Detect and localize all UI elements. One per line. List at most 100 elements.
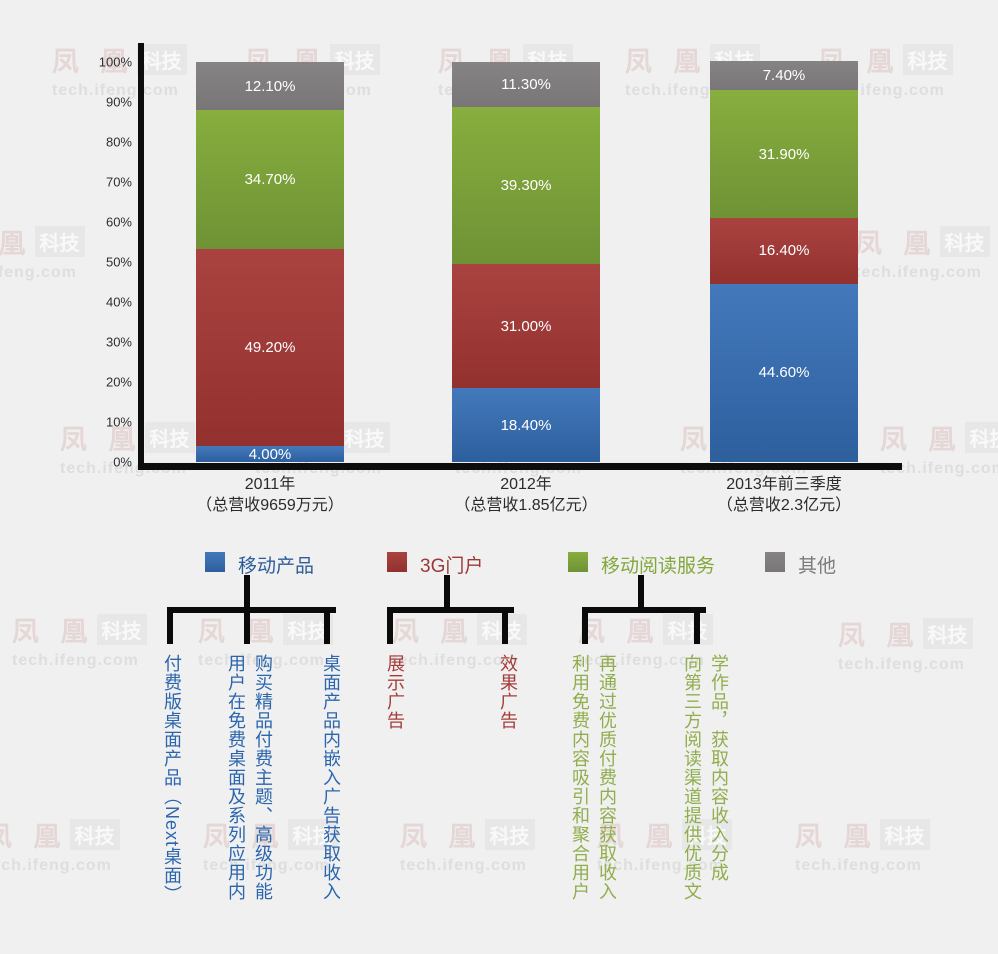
breakdown-note: 桌面产品内嵌入广告获取收入 — [321, 654, 341, 901]
watermark: 凤 凰科技 tech.ifeng.com — [0, 815, 120, 875]
bar-segment-3G门户: 16.40% — [710, 218, 858, 284]
watermark-brand-text: 凤 凰 — [0, 822, 68, 852]
y-axis-tick-label: 90% — [105, 94, 132, 110]
bar-segment-移动产品: 4.00% — [196, 445, 344, 463]
bracket-bar — [387, 607, 514, 613]
watermark: 凤 凰科技 tech.ifeng.com — [855, 222, 990, 282]
watermark-tech-badge: 科技 — [681, 819, 732, 850]
watermark-tech-badge: 科技 — [287, 819, 338, 850]
y-axis-tick-label: 30% — [105, 334, 132, 350]
segment-value-label: 11.30% — [501, 76, 551, 94]
segment-value-label: 34.70% — [244, 171, 296, 189]
x-axis-category-subtitle: （总营收2.3亿元） — [716, 497, 852, 514]
segment-value-label: 31.00% — [500, 317, 552, 335]
y-axis-tick-label: 60% — [105, 214, 132, 230]
bracket-drop — [582, 607, 588, 644]
bracket-stem — [638, 575, 644, 613]
watermark: 凤 凰科技 tech.ifeng.com — [597, 815, 732, 875]
segment-value-label: 7.40% — [762, 67, 806, 85]
legend-label-其他: 其他 — [798, 556, 837, 577]
watermark-brand-text: 凤 凰 — [795, 822, 878, 852]
watermark-brand-text: 凤 凰 — [52, 47, 135, 77]
watermark: 凤 凰科技 tech.ifeng.com — [400, 815, 535, 875]
watermark-brand-text: 凤 凰 — [60, 425, 143, 455]
bracket-drop — [694, 607, 700, 644]
watermark-tech-badge: 科技 — [484, 819, 535, 850]
watermark-tech-badge: 科技 — [879, 819, 930, 850]
bracket-drop — [167, 607, 173, 644]
breakdown-note: 展示广告 — [385, 654, 405, 730]
y-axis-tick-label: 50% — [105, 254, 132, 270]
bar-segment-移动产品: 18.40% — [452, 388, 600, 462]
bar-segment-其他: 11.30% — [452, 62, 600, 108]
watermark: 凤 凰科技 tech.ifeng.com — [838, 614, 973, 674]
bracket-drop — [244, 607, 250, 644]
watermark-brand-text: 凤 凰 — [203, 822, 286, 852]
watermark-brand-text: 凤 凰 — [838, 621, 921, 651]
breakdown-note: 付费版桌面产品（Next桌面） — [162, 654, 182, 905]
watermark-tech-badge: 科技 — [96, 614, 147, 645]
watermark-tech-badge: 科技 — [69, 819, 120, 850]
bracket-drop — [502, 607, 508, 644]
bracket-drop — [387, 607, 393, 644]
watermark: 凤 凰科技 tech.ifeng.com — [203, 815, 338, 875]
watermark-tech-badge: 科技 — [964, 422, 998, 453]
breakdown-note: 用户在免费桌面及系列应用内 购买精品付费主题、高级功能 — [226, 654, 273, 901]
watermark-brand-text: 凤 凰 — [0, 229, 33, 259]
watermark-tech-badge: 科技 — [662, 614, 713, 645]
segment-value-label: 49.20% — [244, 339, 296, 357]
bar-segment-其他: 12.10% — [196, 62, 344, 111]
bar-segment-移动产品: 44.60% — [710, 283, 858, 462]
segment-value-label: 12.10% — [244, 77, 296, 95]
watermark-tech-badge: 科技 — [34, 226, 85, 257]
legend-label-移动阅读服务: 移动阅读服务 — [601, 556, 716, 577]
legend-swatch-3G门户 — [387, 552, 407, 572]
watermark-url-text: tech.ifeng.com — [880, 460, 998, 477]
watermark-tech-badge: 科技 — [144, 422, 195, 453]
legend-swatch-移动阅读服务 — [568, 552, 588, 572]
segment-value-label: 44.60% — [758, 364, 810, 382]
bar-segment-移动阅读服务: 34.70% — [196, 110, 344, 250]
bracket-drop — [324, 607, 330, 644]
watermark-url-text: tech.ifeng.com — [597, 857, 724, 874]
watermark-brand-text: 凤 凰 — [625, 47, 708, 77]
breakdown-note: 效果广告 — [498, 654, 518, 730]
breakdown-note: 利用免费内容吸引和聚合用户 再通过优质付费内容获取收入 — [570, 654, 617, 901]
x-axis-category-label: 2013年前三季度 （总营收2.3亿元） — [634, 474, 934, 516]
bar-segment-移动阅读服务: 31.90% — [710, 90, 858, 218]
legend-swatch-其他 — [765, 552, 785, 572]
segment-value-label: 31.90% — [758, 145, 810, 163]
bracket-bar — [167, 607, 336, 613]
watermark: 凤 凰科技 tech.ifeng.com — [12, 610, 147, 670]
watermark-tech-badge: 科技 — [136, 44, 187, 75]
watermark-url-text: tech.ifeng.com — [52, 82, 179, 99]
breakdown-note: 向第三方阅读渠道提供优质文 学作品，获取内容收入分成 — [682, 654, 729, 901]
legend-swatch-移动产品 — [205, 552, 225, 572]
watermark-brand-text: 凤 凰 — [12, 617, 95, 647]
watermark-url-text: tech.ifeng.com — [0, 857, 112, 874]
y-axis-tick-label: 10% — [105, 414, 132, 430]
y-axis-tick-label: 20% — [105, 374, 132, 390]
watermark-url-text: tech.ifeng.com — [392, 652, 519, 669]
bar-segment-3G门户: 31.00% — [452, 264, 600, 389]
y-axis-line — [138, 43, 144, 470]
y-axis-tick-label: 40% — [105, 294, 132, 310]
watermark-url-text: tech.ifeng.com — [198, 652, 325, 669]
watermark-url-text: tech.ifeng.com — [12, 652, 139, 669]
bar-segment-其他: 7.40% — [710, 60, 858, 91]
watermark-url-text: tech.ifeng.com — [203, 857, 330, 874]
segment-value-label: 4.00% — [248, 445, 292, 463]
watermark-url-text: tech.ifeng.com — [0, 264, 77, 281]
x-axis-category-subtitle: （总营收9659万元） — [196, 497, 344, 514]
segment-value-label: 39.30% — [500, 177, 552, 195]
bar-segment-移动阅读服务: 39.30% — [452, 107, 600, 265]
y-axis-tick-label: 100% — [98, 54, 132, 70]
legend-label-移动产品: 移动产品 — [238, 556, 315, 577]
x-axis-category-subtitle: （总营收1.85亿元） — [454, 497, 598, 514]
watermark-url-text: tech.ifeng.com — [578, 652, 705, 669]
watermark-brand-text: 凤 凰 — [392, 617, 475, 647]
legend-label-3G门户: 3G门户 — [420, 556, 484, 577]
bar-segment-3G门户: 49.20% — [196, 249, 344, 446]
x-axis-line — [138, 463, 902, 470]
